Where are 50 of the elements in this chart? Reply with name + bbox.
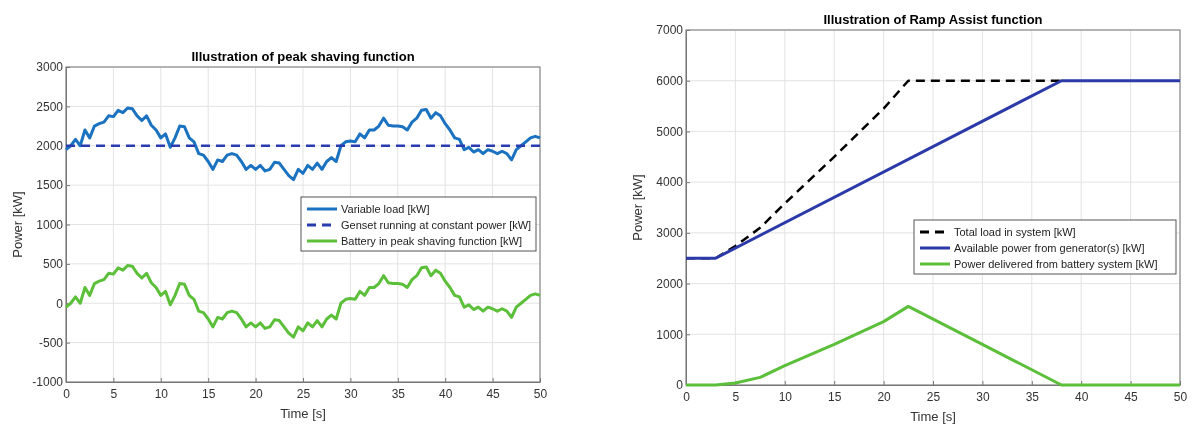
x-tick-label: 30 xyxy=(976,390,990,405)
y-tick-label: 3000 xyxy=(36,60,64,75)
x-tick-label: 50 xyxy=(1173,390,1188,405)
x-tick-label: 45 xyxy=(486,387,501,402)
y-tick-label: 6000 xyxy=(656,74,684,89)
x-tick-label: 5 xyxy=(110,387,118,402)
y-tick-label: 2000 xyxy=(656,276,684,291)
y-tick-label: 1500 xyxy=(36,178,64,193)
x-tick-label: 15 xyxy=(202,387,216,402)
y-tick-label: 2000 xyxy=(36,139,64,154)
legend-label: Variable load [kW] xyxy=(341,203,430,215)
y-tick-label: 2500 xyxy=(36,99,64,114)
x-tick-label: 40 xyxy=(439,387,453,402)
legend-label: Battery in peak shaving function [kW] xyxy=(341,235,522,247)
x-tick-label: 10 xyxy=(154,387,169,402)
legend-label: Available power from generator(s) [kW] xyxy=(954,242,1145,254)
legend-label: Genset running at constant power [kW] xyxy=(341,219,532,231)
y-axis-title: Power [kW] xyxy=(630,174,645,241)
legend-label: Total load in system [kW] xyxy=(954,226,1076,238)
y-tick-label: 4000 xyxy=(656,175,684,190)
y-tick-label: 1000 xyxy=(656,327,684,342)
x-tick-label: 50 xyxy=(533,387,548,402)
x-tick-label: 30 xyxy=(344,387,358,402)
y-tick-label: 3000 xyxy=(656,226,684,241)
y-tick-label: 500 xyxy=(42,257,64,272)
y-tick-label: 5000 xyxy=(656,124,684,139)
y-axis-title: Power [kW] xyxy=(10,191,25,258)
x-tick-label: 10 xyxy=(778,390,793,405)
x-tick-label: 20 xyxy=(877,390,892,405)
y-tick-label: -1000 xyxy=(32,375,64,390)
x-tick-label: 20 xyxy=(249,387,264,402)
x-tick-label: 25 xyxy=(926,390,941,405)
x-tick-label: 5 xyxy=(732,390,740,405)
x-axis-title: Time [s] xyxy=(910,409,956,424)
line-series xyxy=(64,263,542,339)
x-tick-label: 45 xyxy=(1124,390,1139,405)
x-tick-label: 25 xyxy=(296,387,311,402)
y-tick-label: 0 xyxy=(56,296,64,311)
x-axis-title: Time [s] xyxy=(280,406,326,421)
chart-title: Illustration of peak shaving function xyxy=(191,49,415,64)
chart-title: Illustration of Ramp Assist function xyxy=(823,12,1043,27)
y-tick-label: -500 xyxy=(38,335,64,350)
line-series xyxy=(64,106,542,182)
x-tick-label: 35 xyxy=(391,387,406,402)
x-tick-label: 40 xyxy=(1075,390,1089,405)
x-tick-label: 15 xyxy=(828,390,842,405)
y-tick-label: 1000 xyxy=(36,217,64,232)
x-tick-label: 35 xyxy=(1025,390,1040,405)
legend-label: Power delivered from battery system [kW] xyxy=(954,258,1158,270)
y-tick-label: 7000 xyxy=(656,23,684,38)
